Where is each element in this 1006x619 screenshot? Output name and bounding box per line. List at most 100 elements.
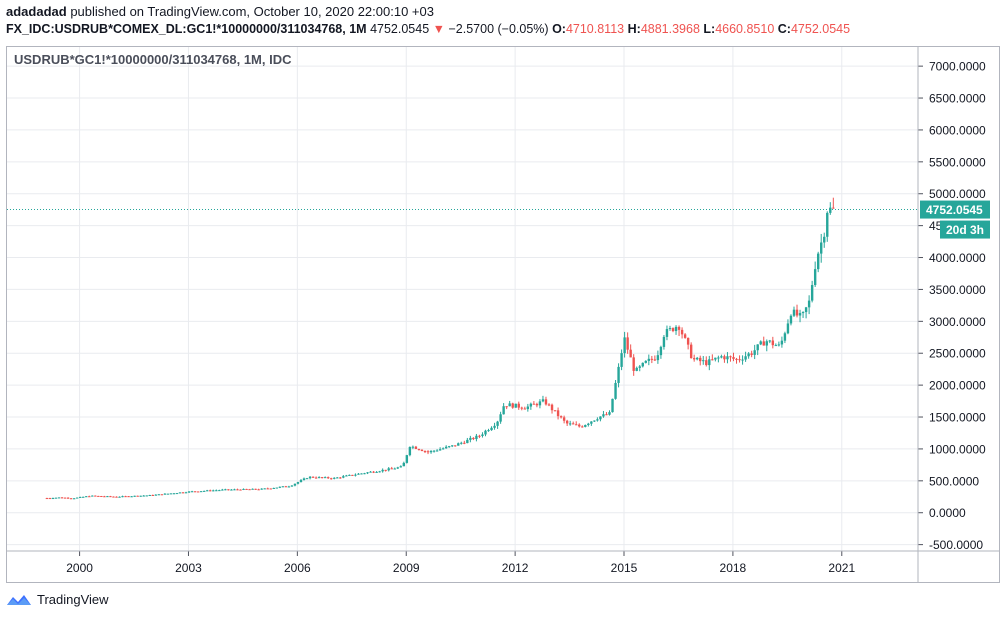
candle-body (345, 475, 348, 477)
candle-body (599, 416, 602, 420)
candle-body (69, 498, 73, 500)
candle-body (454, 445, 457, 447)
candle-body (190, 491, 194, 493)
candle-body (656, 355, 660, 361)
candle-body (199, 491, 203, 493)
candle-body (375, 471, 378, 473)
candle-body (487, 430, 490, 432)
candle-body (680, 329, 684, 335)
candle-body (723, 356, 726, 360)
candle-body (100, 496, 103, 498)
candle-body (72, 498, 76, 500)
candle-body (299, 480, 303, 483)
candle-body (423, 451, 427, 453)
candle-body (305, 478, 309, 480)
candle-body (689, 344, 693, 359)
candle-body (596, 419, 599, 421)
candle-body (94, 495, 97, 497)
x-tick-label: 2006 (284, 561, 311, 575)
candle-body (148, 494, 151, 496)
candle-body (783, 333, 787, 341)
candle-body (103, 496, 106, 498)
candle-body (493, 425, 496, 428)
y-tick-label: 3500.0000 (929, 283, 986, 297)
footer-brand[interactable]: TradingView (37, 592, 109, 607)
y-tick-label: 0.0000 (929, 506, 966, 520)
last-price: 4752.0545 (370, 22, 430, 36)
candle-body (157, 494, 161, 496)
candle-body (408, 446, 412, 456)
candle-body (505, 406, 508, 408)
candle-body (284, 486, 288, 488)
y-tick-label: 2500.0000 (929, 347, 986, 361)
tradingview-logo-icon[interactable] (6, 593, 32, 607)
y-tick-label: 3000.0000 (929, 315, 986, 329)
candle-body (66, 497, 70, 499)
close-value: 4752.0545 (790, 22, 851, 36)
candle-body (798, 313, 802, 316)
candle-body (166, 493, 170, 495)
candle-body (378, 471, 381, 473)
candle-body (804, 307, 808, 313)
candle-body (795, 309, 799, 316)
candle-body (460, 442, 463, 444)
candle-body (472, 437, 475, 440)
candle-body (57, 497, 61, 499)
candle-body (463, 442, 466, 444)
countdown-label-text: 20d 3h (946, 223, 984, 237)
candle-body (529, 403, 533, 407)
candle-body (590, 421, 593, 424)
candle-body (705, 360, 708, 366)
candle-body (717, 357, 720, 359)
candle-body (535, 403, 539, 406)
candle-body (293, 483, 297, 486)
candle-body (230, 489, 233, 491)
candle-body (556, 410, 560, 417)
candle-body (127, 496, 130, 498)
candle-body (762, 341, 765, 346)
candle-body (538, 401, 542, 406)
candle-body (553, 410, 557, 412)
candle-body (511, 403, 514, 408)
candle-body (339, 477, 342, 479)
footer: TradingView (6, 592, 109, 607)
close-label: C: (777, 22, 791, 36)
candle-body (438, 449, 442, 451)
open-value: 4710.8113 (565, 22, 625, 36)
author-name[interactable]: adadadad (6, 4, 67, 19)
candle-body (820, 242, 823, 254)
candle-body (611, 398, 614, 413)
candle-body (257, 489, 260, 491)
candle-body (178, 492, 182, 494)
candle-body (360, 473, 363, 475)
candle-body (614, 382, 617, 399)
y-tick-label: 2000.0000 (929, 379, 986, 393)
candle-body (469, 437, 472, 440)
chart-frame[interactable] (6, 46, 1000, 583)
y-tick-label: 5000.0000 (929, 187, 986, 201)
candle-body (384, 469, 387, 471)
candle-body (269, 488, 272, 490)
candle-body (245, 488, 248, 490)
candle-body (732, 357, 735, 359)
candle-body (508, 403, 511, 407)
y-tick-label: 4000.0000 (929, 251, 986, 265)
candle-body (702, 360, 705, 362)
candle-body (139, 495, 142, 497)
candle-body (635, 367, 638, 371)
candle-body (541, 399, 545, 402)
candle-body (565, 420, 569, 424)
candle-body (112, 496, 115, 498)
candle-body (571, 423, 575, 425)
y-tick-label: 5500.0000 (929, 155, 986, 169)
y-tick-label: 1500.0000 (929, 411, 986, 425)
candle-body (221, 489, 224, 491)
candle-body (251, 488, 254, 490)
candle-body (653, 359, 657, 361)
candle-body (181, 492, 185, 494)
candle-body (662, 336, 666, 347)
candle-body (626, 337, 629, 350)
candle-body (475, 435, 478, 440)
candle-body (826, 212, 829, 237)
